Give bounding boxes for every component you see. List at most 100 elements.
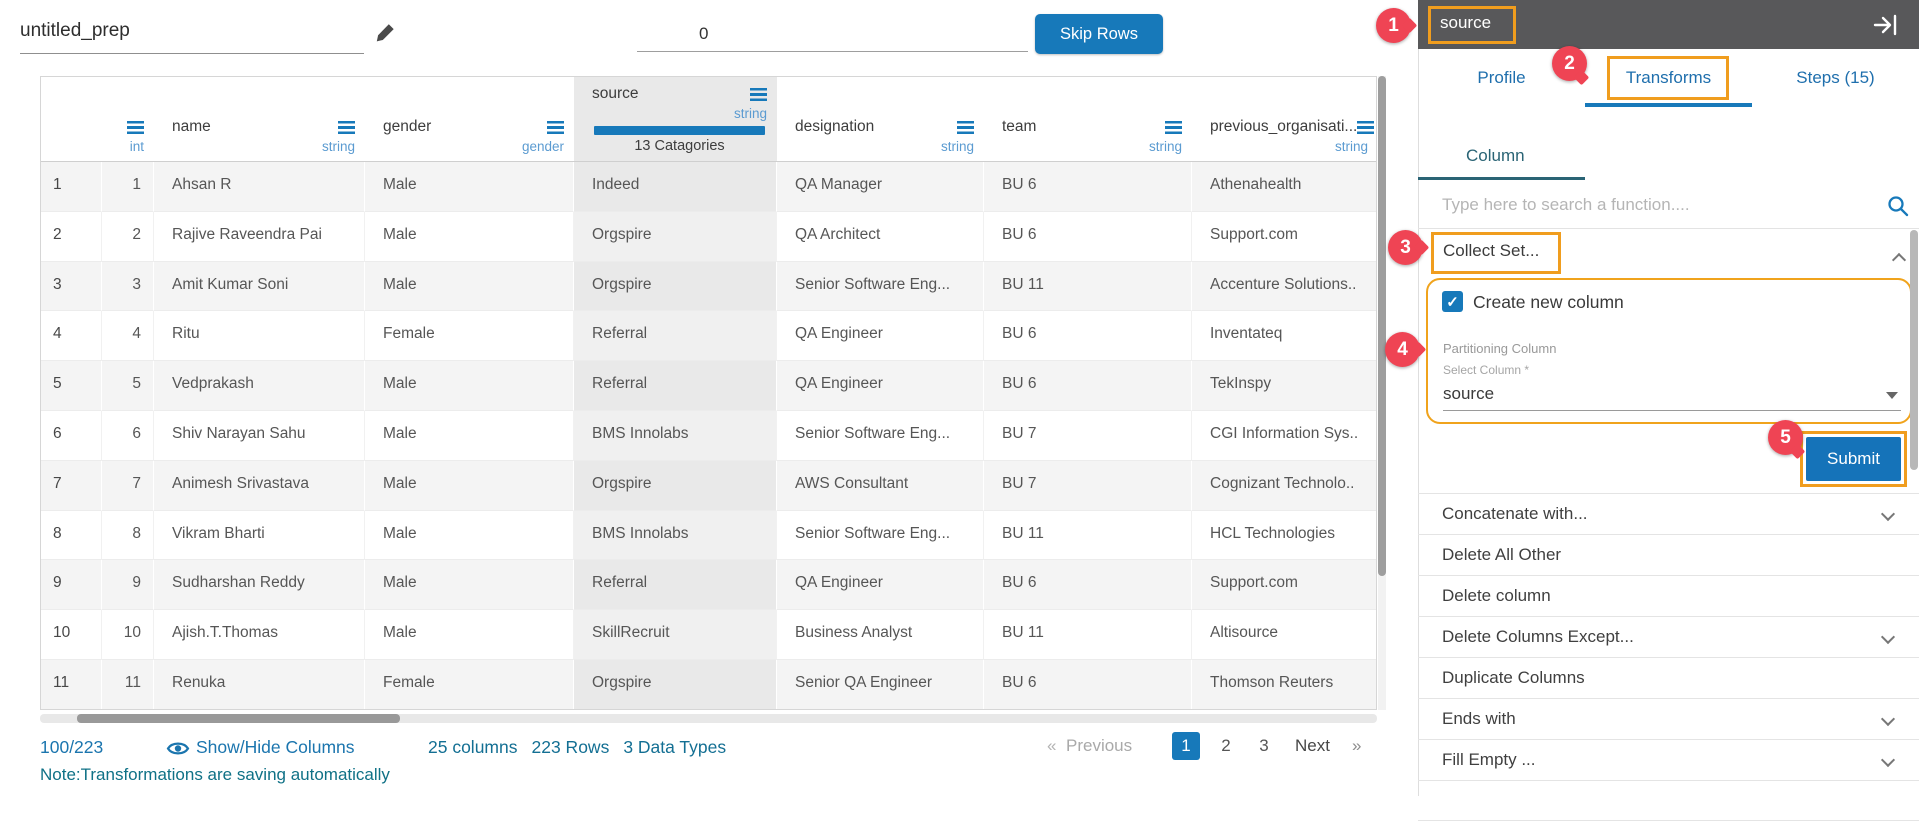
function-item[interactable]: Delete Columns Except... [1418, 616, 1919, 657]
partitioning-column-label: Partitioning Column [1443, 341, 1557, 356]
function-label: Delete All Other [1442, 545, 1562, 564]
row-index: 11 [41, 659, 102, 709]
cell-name: Vikram Bharti [154, 510, 365, 561]
table-stats: 25 columns 223 Rows 3 Data Types [428, 737, 726, 758]
pagination-next[interactable]: Next [1295, 736, 1330, 755]
chevron-up-icon[interactable] [1891, 252, 1907, 270]
show-hide-columns-button[interactable]: Show/Hide Columns [196, 737, 355, 757]
annotation-step-3: 3 [1388, 230, 1423, 265]
column-menu-icon[interactable] [1357, 120, 1375, 134]
cell-team: BU 11 [984, 261, 1192, 312]
horizontal-scroll-thumb[interactable] [77, 714, 400, 723]
skip-rows-input[interactable]: 0 [637, 16, 1028, 52]
panel-scroll-thumb[interactable] [1910, 230, 1918, 470]
table-row: 3 3 Amit Kumar Soni Male Orgspire Senior Soft… [41, 261, 1376, 312]
submit-button[interactable]: Submit [1806, 437, 1901, 481]
cell-previous-organisation: Support.com [1192, 560, 1376, 611]
pagination-last[interactable]: » [1352, 736, 1362, 755]
function-collect-set[interactable]: Collect Set... [1443, 241, 1540, 260]
cell-source: Orgspire [574, 211, 777, 262]
column-label: gender [383, 118, 432, 135]
cell-previous-organisation: CGI Information Sys.. [1192, 410, 1376, 461]
skip-rows-button[interactable]: Skip Rows [1035, 14, 1163, 54]
cell-name: Renuka [154, 659, 365, 709]
table-row: 11 11 Renuka Female Orgspire Senior QA Engine… [41, 659, 1376, 709]
column-menu-icon[interactable] [547, 120, 564, 134]
function-item[interactable]: Concatenate with... [1418, 493, 1919, 534]
column-select-dropdown[interactable]: source [1443, 384, 1495, 403]
visible-column-count: 100/223 [40, 737, 104, 757]
chevron-down-icon [1880, 506, 1896, 522]
panel-header-bar [1418, 0, 1919, 49]
cell-gender: Male [365, 510, 574, 561]
table-horizontal-scrollbar[interactable] [40, 714, 1377, 723]
collect-set-form [1426, 278, 1912, 424]
tab-transforms[interactable]: Transforms [1625, 68, 1712, 87]
table-row: 8 8 Vikram Bharti Male BMS Innolabs Senior So… [41, 510, 1376, 561]
prep-title-input[interactable]: untitled_prep [20, 20, 364, 54]
column-header-previous_organisati...[interactable]: previous_organisati... string [1192, 77, 1376, 161]
tab-steps-15[interactable]: Steps (15) [1796, 68, 1875, 87]
cell-name: Rajive Raveendra Pai [154, 211, 365, 262]
function-search-input[interactable]: Type here to search a function.... [1442, 195, 1690, 214]
tab-profile[interactable]: Profile [1477, 68, 1526, 87]
vertical-scroll-thumb[interactable] [1378, 76, 1386, 576]
column-header-int[interactable]: int [102, 77, 154, 161]
edit-title-pencil-icon[interactable] [374, 22, 396, 49]
column-header-team[interactable]: team string [984, 77, 1192, 161]
create-new-column-label: Create new column [1473, 292, 1624, 312]
cell-int: 4 [102, 311, 154, 362]
cell-team: BU 11 [984, 610, 1192, 660]
eye-icon[interactable] [166, 740, 190, 762]
column-type-label: string [321, 139, 355, 154]
collapse-panel-icon[interactable] [1872, 12, 1900, 43]
pagination-previous: Previous [1066, 736, 1133, 755]
annotation-step-5: 5 [1768, 420, 1803, 455]
column-menu-icon[interactable] [750, 87, 767, 101]
column-type-label: string [1148, 139, 1182, 154]
pagination-page-1[interactable]: 1 [1172, 732, 1200, 760]
row-index: 2 [41, 211, 102, 262]
panel-scrollbar[interactable] [1910, 110, 1918, 796]
search-icon[interactable] [1886, 194, 1910, 223]
cell-name: Amit Kumar Soni [154, 261, 365, 312]
function-item[interactable]: Delete All Other [1418, 534, 1919, 575]
annotation-step-2: 2 [1552, 46, 1587, 81]
column-header-designation[interactable]: designation string [777, 77, 984, 161]
function-item[interactable]: Delete column [1418, 575, 1919, 616]
cell-designation: Senior Software Eng... [777, 410, 984, 461]
pagination-page-3[interactable]: 3 [1259, 736, 1269, 755]
table-header: int name string gender gender source string 13 … [41, 77, 1376, 162]
function-item[interactable]: Fill Empty ... [1418, 739, 1919, 780]
cell-int: 6 [102, 410, 154, 461]
cell-source: SkillRecruit [574, 610, 777, 660]
cell-gender: Male [365, 361, 574, 411]
column-type-label: int [129, 139, 144, 154]
function-label: Delete column [1442, 586, 1551, 605]
cell-name: Shiv Narayan Sahu [154, 410, 365, 461]
function-item[interactable]: Duplicate Columns [1418, 657, 1919, 698]
column-menu-icon[interactable] [127, 120, 144, 134]
cell-previous-organisation: HCL Technologies [1192, 510, 1376, 561]
column-header-line: source [592, 84, 767, 104]
source-category-bar [594, 126, 765, 135]
column-menu-icon[interactable] [1165, 120, 1182, 134]
function-item-partial[interactable] [1418, 780, 1919, 821]
create-new-column-checkbox[interactable]: ✓ [1442, 291, 1463, 312]
column-header-gender[interactable]: gender gender [365, 77, 574, 161]
cell-int: 5 [102, 361, 154, 411]
column-header-name[interactable]: name string [154, 77, 365, 161]
table-vertical-scrollbar[interactable] [1378, 76, 1386, 710]
column-menu-icon[interactable] [338, 120, 355, 134]
dropdown-caret-icon[interactable] [1886, 392, 1898, 399]
tab-column[interactable]: Column [1466, 146, 1525, 165]
function-item[interactable]: Ends with [1418, 698, 1919, 739]
column-menu-icon[interactable] [957, 120, 974, 134]
panel-divider [1418, 0, 1419, 796]
cell-name: Ahsan R [154, 162, 365, 212]
column-header-source[interactable]: source string 13 Catagories [574, 77, 777, 161]
select-column-label: Select Column * [1443, 363, 1530, 377]
pagination-first: « [1047, 736, 1057, 755]
pagination-page-2[interactable]: 2 [1221, 736, 1231, 755]
